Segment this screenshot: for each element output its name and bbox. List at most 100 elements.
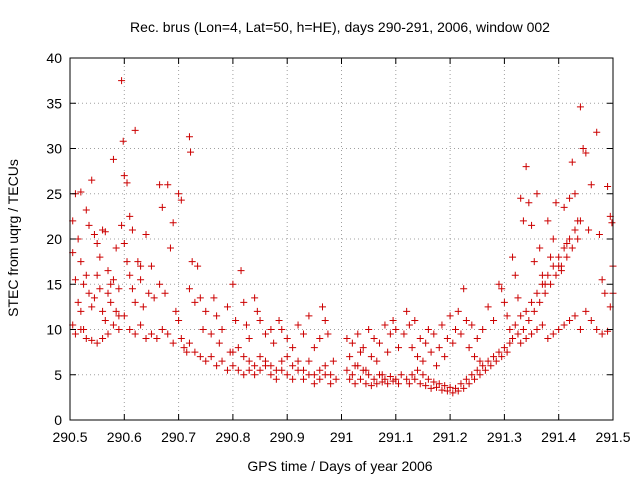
x-tick-label: 291.4 — [541, 429, 576, 445]
data-point-marker — [541, 289, 549, 297]
data-point-marker — [525, 316, 533, 324]
data-point-marker — [251, 294, 259, 302]
data-point-marker — [229, 362, 237, 370]
data-point-marker — [536, 244, 544, 252]
data-point-marker — [522, 307, 530, 315]
data-point-marker — [172, 307, 180, 315]
data-point-marker — [229, 280, 237, 288]
data-point-marker — [384, 348, 392, 356]
data-point-marker — [120, 172, 128, 180]
data-point-marker — [318, 303, 326, 311]
data-point-marker — [530, 307, 538, 315]
data-point-marker — [568, 244, 576, 252]
data-point-marker — [536, 298, 544, 306]
data-point-marker — [392, 326, 400, 333]
y-tick-label: 30 — [46, 141, 62, 157]
data-point-marker — [180, 344, 188, 352]
data-point-marker — [438, 321, 446, 329]
data-point-marker — [275, 316, 283, 324]
data-point-marker — [563, 253, 571, 261]
data-point-marker — [479, 362, 487, 370]
grid-lines — [70, 58, 613, 420]
data-point-marker — [316, 335, 324, 343]
data-point-marker — [134, 258, 142, 266]
data-point-marker — [519, 217, 527, 225]
x-tick-label: 291.5 — [595, 429, 630, 445]
data-point-marker — [261, 330, 269, 338]
data-point-marker — [137, 262, 145, 270]
data-point-marker — [351, 380, 359, 388]
data-point-marker — [120, 240, 128, 248]
data-point-marker — [462, 375, 470, 383]
data-point-marker — [503, 348, 511, 356]
x-axis-label: GPS time / Days of year 2006 — [247, 458, 432, 474]
data-point-marker — [324, 330, 332, 338]
data-point-marker — [454, 387, 462, 395]
data-point-marker — [476, 371, 484, 379]
data-point-marker — [373, 380, 381, 388]
data-point-marker — [166, 244, 174, 252]
data-point-marker — [128, 226, 136, 234]
x-tick-label: 291.3 — [487, 429, 522, 445]
data-point-marker — [422, 382, 430, 390]
data-point-marker — [528, 298, 536, 306]
data-point-marker — [446, 383, 454, 391]
data-point-marker — [126, 271, 134, 279]
data-point-marker — [175, 190, 183, 198]
data-point-marker — [234, 366, 242, 374]
data-point-marker — [403, 307, 411, 315]
data-point-marker — [471, 375, 479, 383]
data-point-marker — [528, 330, 536, 338]
data-point-marker — [560, 321, 568, 329]
data-point-marker — [568, 158, 576, 166]
y-tick-label: 5 — [54, 367, 62, 383]
data-point-marker — [414, 366, 422, 374]
data-point-marker — [223, 303, 231, 311]
data-point-marker — [131, 298, 139, 306]
data-point-marker — [460, 384, 468, 392]
data-point-marker — [566, 194, 574, 202]
data-point-marker — [119, 137, 127, 145]
data-point-marker — [164, 181, 172, 189]
data-point-marker — [278, 326, 286, 333]
data-point-marker — [386, 373, 394, 381]
data-point-marker — [498, 285, 506, 293]
data-point-marker — [185, 133, 193, 141]
data-point-marker — [365, 371, 373, 379]
data-point-marker — [359, 344, 367, 352]
data-point-marker — [242, 321, 250, 329]
data-point-marker — [549, 330, 557, 338]
data-point-marker — [310, 344, 318, 352]
data-point-marker — [240, 298, 248, 306]
data-point-marker — [305, 312, 313, 320]
data-point-marker — [329, 357, 337, 365]
data-point-marker — [549, 262, 557, 270]
data-point-marker — [191, 348, 199, 356]
data-point-marker — [85, 221, 93, 229]
data-point-marker — [156, 181, 164, 189]
data-point-marker — [400, 330, 408, 338]
data-point-marker — [468, 321, 476, 329]
data-point-marker — [128, 285, 136, 293]
data-point-marker — [199, 326, 207, 333]
data-point-marker — [427, 348, 435, 356]
data-point-marker — [571, 312, 579, 320]
data-point-marker — [414, 353, 422, 361]
data-point-marker — [576, 326, 584, 333]
data-point-marker — [112, 244, 120, 252]
data-point-marker — [471, 353, 479, 361]
data-point-marker — [237, 267, 245, 275]
data-point-marker — [299, 366, 307, 374]
data-point-marker — [272, 375, 280, 383]
data-point-marker — [484, 357, 492, 365]
data-point-marker — [522, 163, 530, 171]
data-point-marker — [367, 382, 375, 390]
data-point-marker — [430, 330, 438, 338]
data-point-marker — [511, 271, 519, 279]
data-point-marker — [395, 380, 403, 388]
data-point-marker — [267, 326, 275, 333]
data-point-marker — [582, 307, 590, 315]
data-point-marker — [538, 280, 546, 288]
data-point-marker — [99, 335, 107, 343]
